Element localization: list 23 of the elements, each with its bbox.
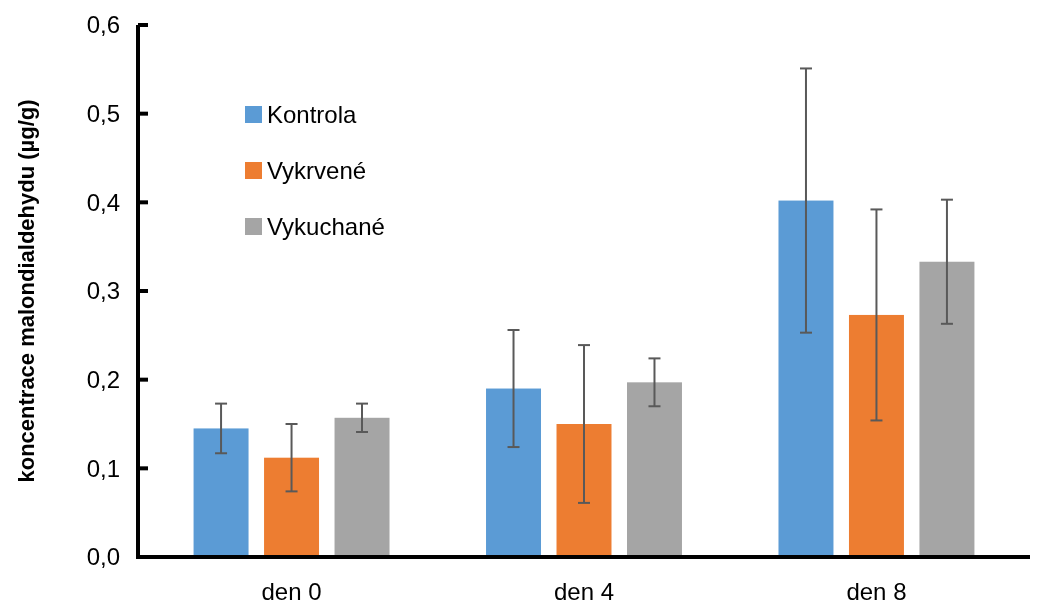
bar — [334, 417, 390, 557]
bar — [264, 457, 320, 557]
bar — [848, 314, 904, 557]
legend-label: Kontrola — [267, 101, 358, 129]
x-tick-label: den 4 — [553, 578, 615, 605]
y-tick-label: 0,1 — [86, 454, 120, 482]
y-tick-label: 0,5 — [86, 100, 120, 128]
legend-label: Vykuchané — [267, 213, 385, 241]
y-tick-label: 0,4 — [86, 188, 120, 216]
bar — [486, 388, 541, 557]
y-tick-label: 0,6 — [86, 11, 120, 39]
y-axis-title: koncentrace malondialdehydu (µg/g) — [14, 99, 39, 483]
y-tick-label: 0,3 — [86, 277, 120, 305]
x-tick-label: den 8 — [846, 578, 907, 605]
bar — [627, 382, 682, 557]
bar — [193, 428, 249, 557]
bar — [556, 424, 612, 557]
x-tick-label: den 0 — [261, 578, 322, 605]
y-tick-label: 0,2 — [86, 366, 120, 394]
bar — [778, 200, 834, 557]
y-tick-label: 0,0 — [86, 543, 120, 571]
legend-label: Vykrvené — [267, 157, 367, 185]
bar — [919, 261, 975, 557]
